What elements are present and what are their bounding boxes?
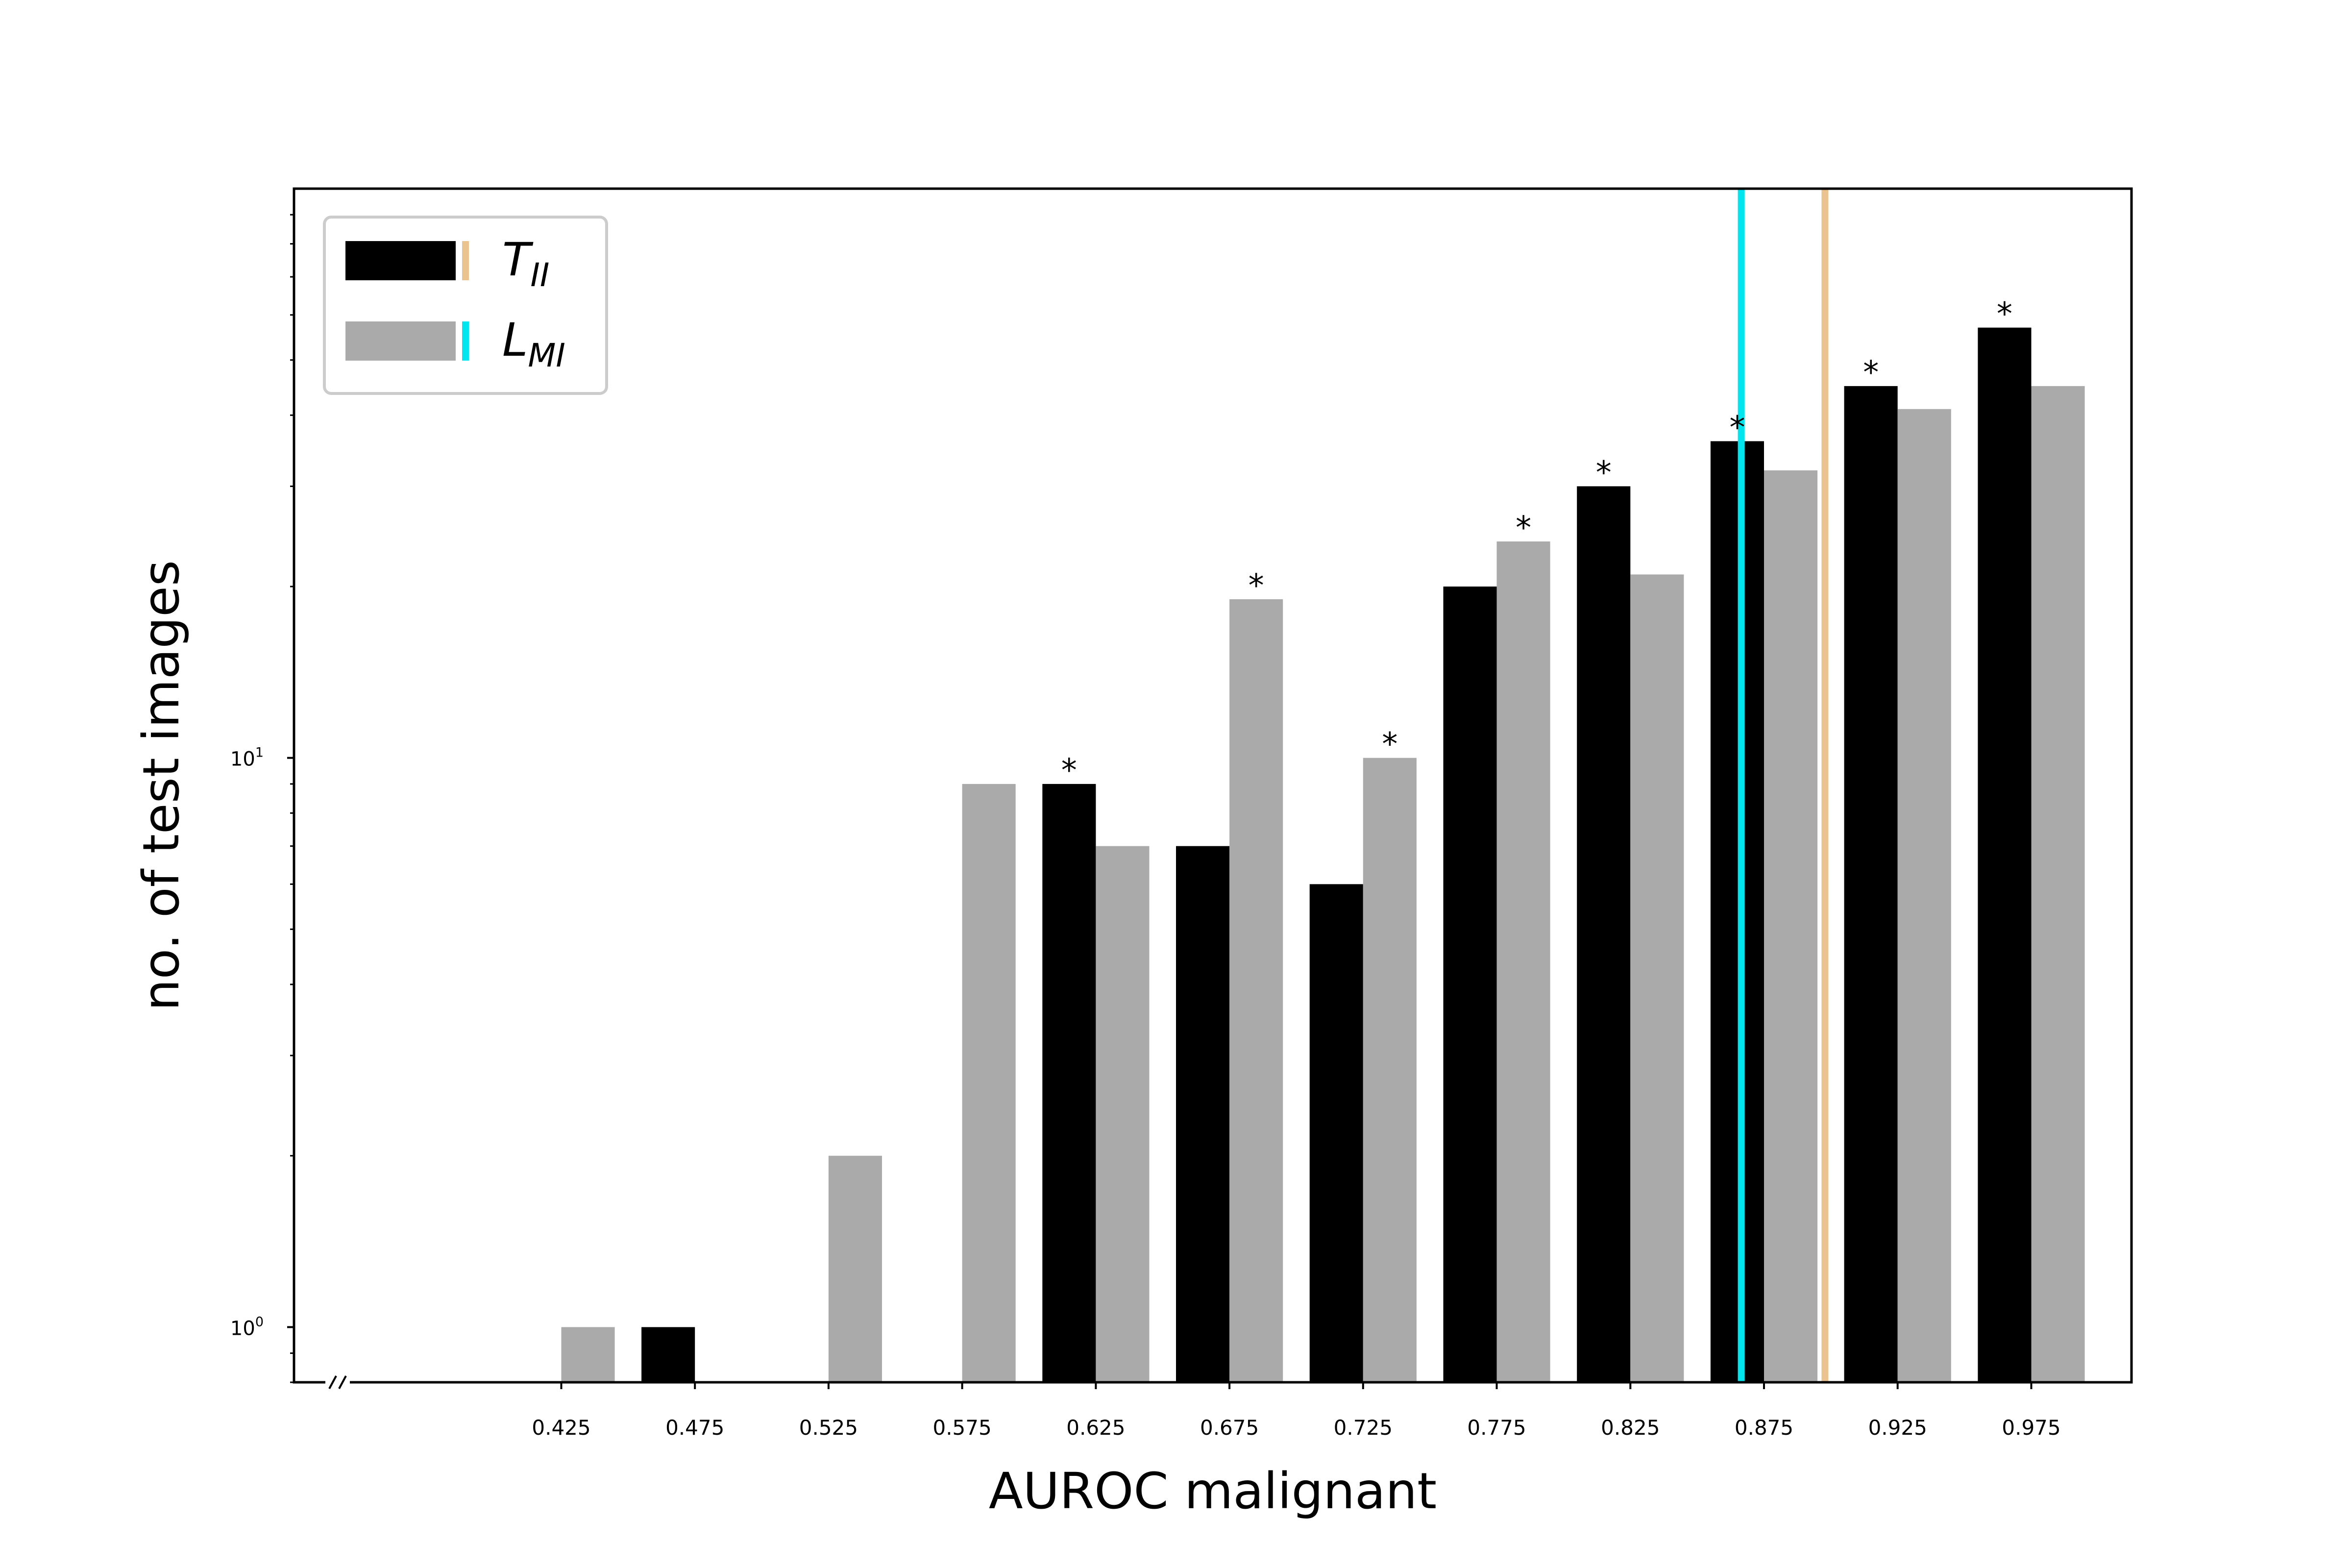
- x-tick-label: 0.725: [1334, 1416, 1393, 1440]
- bar-lmi-0.725: [1363, 758, 1417, 1382]
- bar-lmi-0.875: [1764, 470, 1818, 1382]
- significance-star: *: [1596, 455, 1612, 491]
- bar-lmi-0.625: [1096, 846, 1150, 1382]
- x-tick-label: 0.675: [1200, 1416, 1259, 1440]
- bar-tii-0.775: [1443, 587, 1497, 1382]
- plot-frame: [293, 187, 2133, 1384]
- significance-star: *: [1516, 510, 1531, 546]
- legend-marker-tii: [462, 241, 469, 280]
- significance-star: *: [1382, 727, 1397, 763]
- legend-label-tii: TII: [502, 233, 549, 294]
- legend-swatch-lmi: [345, 321, 456, 361]
- bar-tii-0.475: [641, 1327, 695, 1382]
- bar-tii-0.825: [1577, 486, 1631, 1382]
- significance-star: *: [1730, 410, 1745, 446]
- x-axis-label: AUROC malignant: [989, 1462, 1437, 1520]
- x-tick-label: 0.975: [2002, 1416, 2060, 1440]
- bar-lmi-0.525: [828, 1155, 882, 1382]
- x-tick-label: 0.575: [932, 1416, 991, 1440]
- bar-lmi-0.925: [1897, 409, 1951, 1382]
- legend-marker-lmi: [462, 321, 469, 361]
- x-tick-label: 0.775: [1467, 1416, 1526, 1440]
- bar-lmi-0.425: [561, 1327, 615, 1382]
- bar-tii-0.625: [1042, 784, 1096, 1382]
- bar-tii-0.875: [1710, 441, 1764, 1382]
- legend-label-lmi: LMI: [502, 314, 565, 374]
- y-axis-label: no. of test images: [132, 560, 191, 1011]
- vertical-lines-layer: [1738, 189, 1829, 1382]
- bar-lmi-0.775: [1496, 541, 1550, 1382]
- x-tick-label: 0.625: [1066, 1416, 1125, 1440]
- x-tick-label: 0.825: [1601, 1416, 1660, 1440]
- y-axis-ticks: 100 101: [230, 214, 294, 1383]
- x-tick-label: 0.525: [799, 1416, 858, 1440]
- y-tick-label: 101: [230, 745, 264, 771]
- bar-lmi-0.575: [962, 784, 1016, 1382]
- x-tick-label: 0.425: [532, 1416, 590, 1440]
- bar-tii-0.975: [1978, 327, 2032, 1382]
- significance-star: *: [1249, 568, 1264, 604]
- legend: TII LMI: [323, 216, 608, 395]
- bar-lmi-0.825: [1630, 574, 1684, 1382]
- bar-tii-0.925: [1844, 386, 1898, 1382]
- bar-tii-0.675: [1176, 846, 1230, 1382]
- y-tick-label: 100: [230, 1314, 264, 1340]
- significance-star: *: [1061, 753, 1077, 789]
- significance-markers-layer: * * * * * * * *: [1061, 296, 2012, 789]
- x-tick-label: 0.875: [1735, 1416, 1793, 1440]
- x-tick-label: 0.475: [665, 1416, 724, 1440]
- bar-tii-0.725: [1309, 884, 1363, 1382]
- x-axis-ticks: 0.425 0.475 0.525 0.575 0.625 0.675 0.725 0.775…: [532, 1382, 2061, 1440]
- bar-lmi-0.675: [1229, 599, 1283, 1382]
- bars-layer: [561, 327, 2085, 1382]
- x-axis-break-marker: [325, 1375, 350, 1390]
- x-tick-label: 0.925: [1868, 1416, 1927, 1440]
- legend-swatch-tii: [345, 241, 456, 280]
- bar-lmi-0.975: [2031, 386, 2085, 1382]
- significance-star: *: [1997, 296, 2012, 333]
- significance-star: *: [1863, 355, 1879, 391]
